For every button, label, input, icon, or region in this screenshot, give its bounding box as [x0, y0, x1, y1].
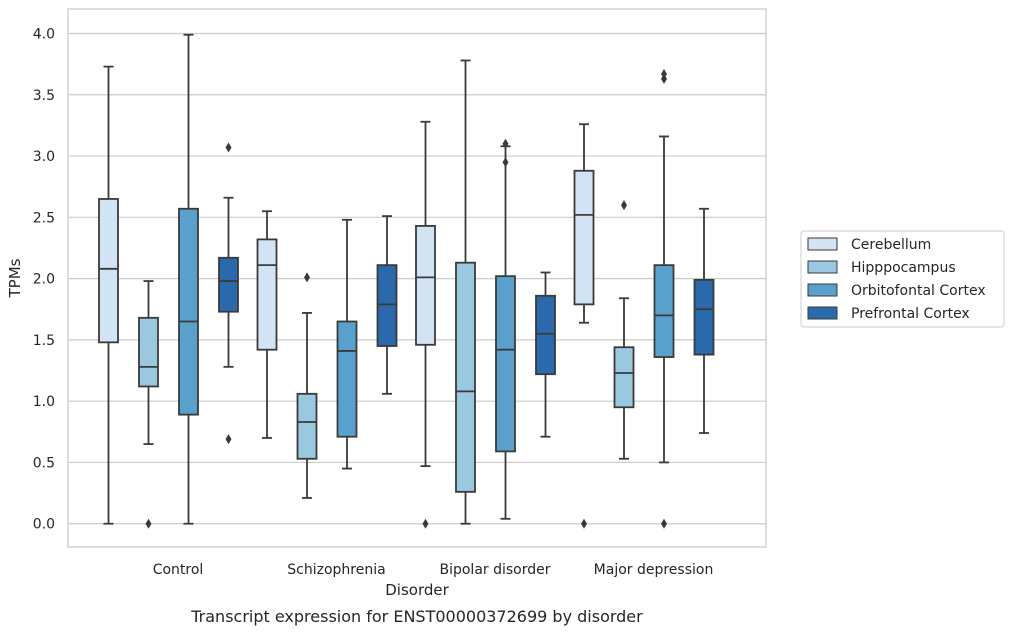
iqr-box [573, 169, 595, 306]
legend-swatch [807, 306, 838, 320]
legend-swatch [807, 260, 838, 274]
outlier-point [225, 142, 232, 153]
outlier-point [225, 434, 232, 445]
legend-swatch [807, 237, 838, 251]
iqr-box [415, 225, 436, 346]
y-tick-labels: 0.0 0.5 1.0 1.5 2.0 2.5 3.0 3.5 4.0 [33, 27, 55, 533]
iqr-box [178, 207, 199, 416]
plot-frame [67, 8, 767, 548]
iqr-box [138, 316, 159, 388]
legend: Cerebellum Hipppocampus Orbitofontal Corte… [800, 230, 1005, 328]
y-tick-label: 1.0 [33, 394, 55, 410]
box-hipppocampus-1 [296, 272, 318, 499]
x-tick-label: Bipolar disorder [439, 562, 550, 578]
box-prefrontal-cortex-1 [376, 215, 398, 395]
iqr-box [693, 278, 715, 356]
box-cerebellum-1 [256, 210, 278, 439]
legend-swatch [807, 283, 838, 297]
x-tick-label: Major depression [594, 562, 714, 578]
box-orbitofontal-cortex-1 [336, 218, 358, 470]
iqr-box [218, 256, 239, 313]
y-tick-label: 3.0 [33, 149, 55, 165]
box-orbitofontal-cortex-2 [495, 138, 516, 520]
outlier-point [422, 518, 429, 529]
outlier-point [502, 157, 509, 168]
outlier-point [145, 518, 152, 529]
iqr-box [336, 320, 358, 438]
box-cerebellum-3 [573, 123, 595, 529]
box-prefrontal-cortex-3 [693, 207, 715, 434]
box-cerebellum-2 [415, 120, 436, 529]
chart-caption: Transcript expression for ENST0000037269… [190, 607, 643, 626]
outlier-point [661, 68, 667, 79]
box-orbitofontal-cortex-3 [653, 68, 675, 529]
box-hipppocampus-2 [455, 59, 476, 525]
iqr-box [495, 275, 516, 453]
outlier-point [581, 518, 587, 529]
y-tick-label: 0.5 [33, 455, 55, 471]
iqr-box [535, 294, 556, 376]
x-tick-label: Schizophrenia [287, 562, 385, 578]
box-hipppocampus-3 [613, 200, 635, 460]
y-tick-label: 3.5 [33, 88, 55, 104]
box-series [98, 33, 715, 529]
y-axis-title: TPMs [6, 258, 24, 298]
x-tick-labels: Control Schizophrenia Bipolar disorder Majo… [153, 562, 714, 578]
legend-label: Orbitofontal Cortex [851, 283, 986, 299]
iqr-box [613, 346, 635, 409]
y-tick-label: 1.5 [33, 333, 55, 349]
outlier-point [621, 200, 627, 211]
x-tick-label: Control [153, 562, 204, 578]
box-orbitofontal-cortex-0 [178, 33, 199, 525]
y-tick-label: 2.5 [33, 210, 55, 226]
legend-label: Cerebellum [851, 237, 931, 253]
legend-items: Cerebellum Hipppocampus Orbitofontal Corte… [807, 237, 986, 322]
x-axis-title: Disorder [385, 581, 449, 599]
iqr-box [256, 238, 278, 351]
y-tick-label: 4.0 [33, 27, 55, 43]
legend-frame [800, 230, 1005, 328]
iqr-box [296, 392, 318, 460]
iqr-box [653, 264, 675, 358]
y-tick-label: 2.0 [33, 272, 55, 288]
box-hipppocampus-0 [138, 280, 159, 529]
legend-label: Prefrontal Cortex [851, 306, 970, 322]
box-cerebellum-0 [98, 65, 119, 525]
box-prefrontal-cortex-0 [218, 142, 239, 445]
outlier-point [502, 138, 509, 149]
iqr-box [455, 261, 476, 493]
outlier-point [661, 518, 667, 529]
outlier-point [304, 272, 310, 283]
y-tick-label: 0.0 [33, 517, 55, 533]
iqr-box [376, 264, 398, 347]
iqr-box [98, 198, 119, 344]
legend-label: Hipppocampus [851, 260, 956, 276]
box-prefrontal-cortex-2 [535, 271, 556, 438]
